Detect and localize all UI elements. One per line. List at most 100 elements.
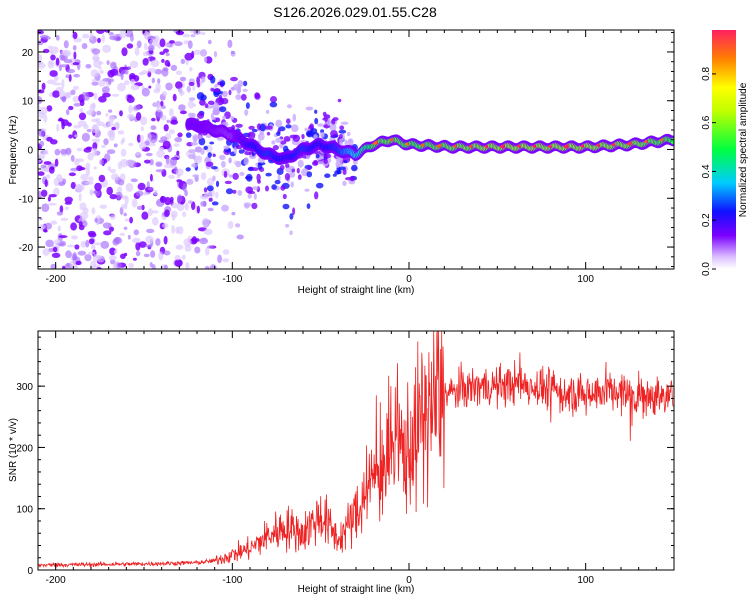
noise-blob (144, 159, 151, 164)
noise-blob (115, 121, 120, 130)
noise-blob (317, 123, 324, 127)
noise-blob (274, 179, 281, 185)
noise-blob (339, 125, 345, 130)
noise-blob (232, 172, 239, 180)
noise-blob (103, 158, 107, 164)
noise-blob (123, 226, 128, 230)
noise-blob (300, 139, 306, 143)
noise-blob (317, 161, 323, 165)
noise-blob (207, 207, 214, 212)
noise-blob (91, 48, 101, 55)
noise-blob (94, 182, 102, 191)
noise-blob (228, 89, 232, 96)
noise-blob (192, 103, 197, 107)
noise-blob (322, 111, 327, 117)
noise-blob (296, 167, 300, 174)
noise-blob (155, 83, 161, 91)
noise-blob (57, 225, 61, 232)
noise-blob (109, 194, 118, 200)
snr-x-label: Height of straight line (km) (298, 584, 415, 595)
noise-blob (73, 103, 82, 107)
noise-blob (56, 211, 64, 216)
noise-blob (117, 82, 126, 92)
noise-blob (108, 132, 116, 141)
noise-blob (196, 92, 205, 100)
noise-blob (212, 108, 220, 116)
noise-blob (48, 166, 55, 174)
noise-blob (219, 106, 227, 113)
noise-blob (96, 254, 103, 260)
noise-blob (231, 211, 236, 216)
noise-blob (66, 244, 75, 248)
noise-blob (55, 86, 64, 92)
x-tick-label: 100 (577, 575, 594, 586)
noise-blob (335, 160, 341, 168)
noise-blob (121, 47, 128, 57)
noise-blob (136, 134, 141, 143)
noise-blob (90, 69, 100, 78)
noise-blob (92, 57, 101, 60)
noise-blob (110, 62, 117, 70)
noise-blob (222, 115, 227, 120)
noise-blob (320, 129, 325, 134)
noise-blob (242, 80, 248, 87)
noise-blob (93, 242, 101, 246)
noise-blob (324, 173, 331, 178)
noise-blob (99, 69, 104, 75)
noise-blob (224, 180, 232, 185)
noise-blob (315, 182, 324, 189)
noise-blob (339, 134, 343, 139)
noise-blob (151, 117, 156, 122)
noise-blob (257, 132, 265, 141)
noise-blob (72, 31, 78, 40)
noise-blob (70, 154, 75, 162)
noise-blob (332, 173, 337, 177)
noise-blob (102, 222, 112, 229)
noise-blob (99, 159, 104, 166)
noise-blob (135, 112, 142, 121)
noise-blob (270, 96, 277, 103)
noise-blob (100, 240, 110, 249)
noise-blob (70, 181, 76, 190)
noise-blob (54, 158, 59, 167)
noise-blob (145, 235, 154, 244)
noise-blob (38, 40, 44, 46)
noise-blob (265, 172, 272, 177)
noise-blob (185, 262, 190, 269)
noise-blob (337, 98, 342, 103)
noise-blob (201, 217, 210, 227)
noise-blob (338, 129, 347, 134)
noise-blob (38, 171, 45, 176)
noise-blob (222, 90, 228, 98)
noise-blob (244, 151, 252, 156)
noise-blob (161, 68, 169, 77)
noise-blob (39, 140, 45, 147)
noise-blob (161, 58, 165, 63)
noise-blob (157, 78, 161, 85)
noise-blob (85, 239, 90, 248)
noise-blob (63, 49, 72, 57)
noise-blob (284, 173, 290, 181)
noise-blob (47, 196, 52, 202)
noise-blob (163, 250, 171, 256)
noise-blob (221, 160, 226, 168)
noise-blob (85, 168, 91, 176)
noise-blob (65, 109, 70, 116)
noise-blob (143, 253, 150, 258)
ridge-mid (670, 137, 674, 145)
noise-blob (170, 64, 178, 71)
noise-blob (78, 112, 87, 121)
noise-blob (210, 88, 215, 92)
noise-blob (130, 33, 134, 42)
noise-blob (188, 154, 195, 160)
noise-blob (175, 70, 182, 76)
noise-blob (245, 186, 254, 194)
snr-y-ticks: 0 100 200 300 (16, 336, 674, 577)
noise-blob (80, 173, 89, 181)
noise-blob (280, 140, 287, 145)
noise-blob (304, 127, 309, 132)
noise-blob (313, 159, 319, 165)
noise-blob (159, 196, 167, 203)
